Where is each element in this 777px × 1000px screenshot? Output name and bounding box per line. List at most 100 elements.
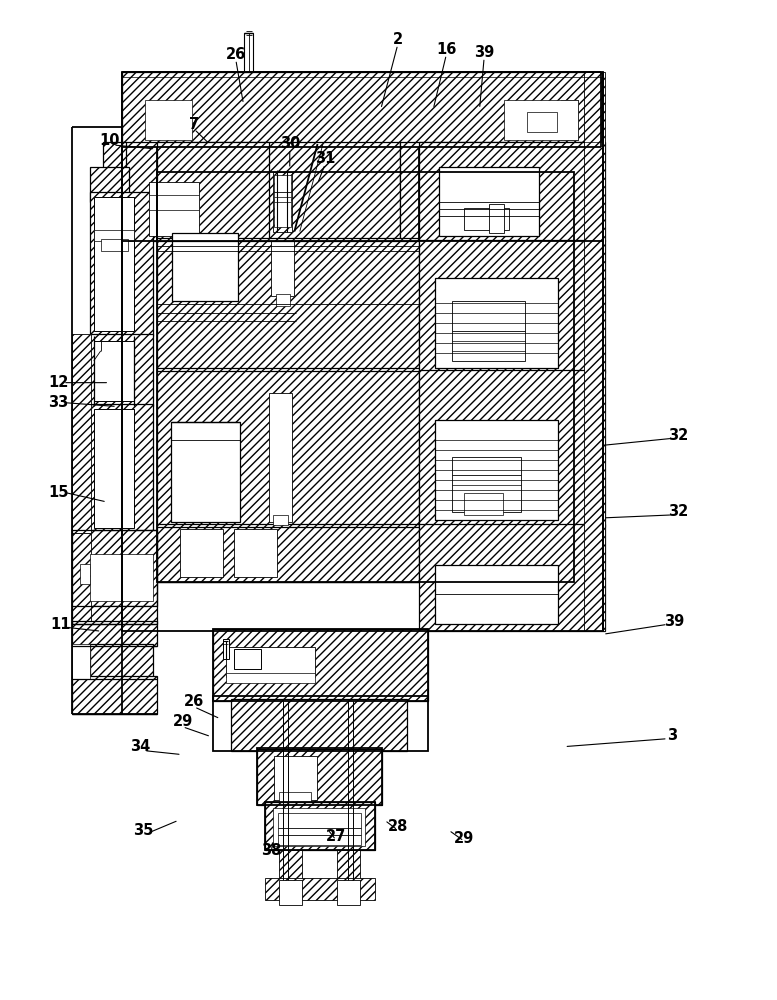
Bar [451, 301, 525, 361]
Bar [72, 533, 92, 624]
Bar [122, 142, 265, 241]
Bar [528, 112, 556, 132]
Bar [122, 72, 603, 631]
Bar [273, 172, 292, 232]
Bar [435, 420, 558, 520]
Bar [244, 33, 253, 72]
Bar [90, 554, 153, 601]
Bar [101, 239, 127, 251]
Text: 29: 29 [454, 831, 474, 846]
Bar [172, 233, 238, 301]
Bar [80, 564, 90, 584]
Bar [157, 368, 420, 527]
Text: 16: 16 [436, 42, 457, 57]
Text: 32: 32 [667, 504, 688, 519]
Bar [265, 142, 400, 241]
Text: 39: 39 [474, 45, 494, 60]
Bar [279, 792, 312, 802]
Bar [94, 197, 134, 331]
Text: 15: 15 [48, 485, 68, 500]
Bar [274, 756, 317, 800]
Bar [171, 422, 240, 522]
Bar [234, 529, 277, 577]
Text: 32: 32 [667, 428, 688, 443]
Text: 26: 26 [225, 47, 246, 62]
Text: 35: 35 [133, 823, 153, 838]
Text: 29: 29 [172, 714, 193, 729]
Bar [227, 647, 315, 677]
Bar [180, 529, 223, 577]
Bar [464, 493, 503, 515]
Bar [94, 230, 134, 241]
Bar [103, 142, 126, 172]
Bar [122, 77, 601, 142]
Bar [157, 142, 269, 241]
Text: 30: 30 [280, 136, 300, 151]
Bar [274, 175, 291, 227]
Text: 38: 38 [261, 843, 281, 858]
Bar [279, 850, 302, 880]
Text: 7: 7 [189, 117, 199, 132]
Bar [420, 240, 605, 373]
Text: 26: 26 [184, 694, 204, 709]
Bar [257, 748, 382, 805]
Text: 27: 27 [326, 829, 347, 844]
Text: 11: 11 [51, 617, 71, 632]
Text: 2: 2 [392, 32, 402, 47]
Bar [257, 749, 382, 805]
Bar [420, 142, 605, 241]
Bar [439, 167, 539, 236]
Bar [72, 644, 90, 679]
Bar [273, 515, 288, 525]
Text: 28: 28 [388, 819, 408, 834]
Bar [72, 621, 157, 646]
Bar [420, 370, 605, 527]
Bar [72, 334, 92, 533]
Bar [336, 850, 360, 880]
Bar [214, 629, 428, 701]
Bar [584, 72, 605, 631]
Bar [72, 606, 157, 624]
Bar [214, 696, 428, 751]
Bar [90, 192, 153, 336]
Bar [234, 649, 261, 669]
Bar [435, 278, 558, 368]
Text: 12: 12 [48, 375, 68, 390]
Bar [336, 880, 360, 905]
Bar [464, 208, 509, 230]
Bar [122, 72, 601, 147]
Bar [94, 409, 134, 528]
Bar [149, 195, 200, 210]
Bar [231, 699, 407, 751]
Bar [265, 878, 375, 900]
Bar [72, 676, 157, 714]
Bar [560, 100, 577, 140]
Bar [489, 204, 504, 233]
Bar [451, 457, 521, 512]
Bar [90, 404, 153, 533]
Bar [223, 639, 228, 659]
Bar [90, 334, 153, 406]
Bar [420, 524, 605, 631]
Bar [269, 393, 292, 522]
Bar [157, 238, 420, 371]
Bar [227, 673, 315, 683]
Bar [72, 530, 157, 606]
Text: 31: 31 [315, 151, 336, 166]
Text: 33: 33 [48, 395, 68, 410]
Text: 10: 10 [99, 133, 120, 148]
Text: 3: 3 [667, 728, 678, 743]
Bar [265, 802, 375, 850]
Bar [149, 182, 200, 236]
Bar [157, 172, 573, 582]
Bar [90, 167, 128, 202]
Bar [72, 530, 157, 624]
Text: 39: 39 [664, 614, 684, 629]
Bar [276, 294, 290, 306]
Text: 34: 34 [130, 739, 150, 754]
Bar [94, 341, 134, 401]
Bar [90, 644, 153, 679]
Bar [400, 142, 601, 241]
Bar [279, 880, 302, 905]
Bar [504, 100, 577, 140]
